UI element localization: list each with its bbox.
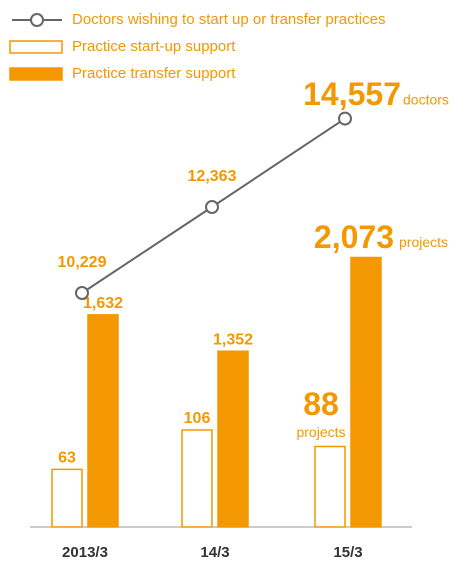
unit-label: doctors xyxy=(403,91,449,107)
value-label: 12,363 xyxy=(188,168,237,185)
line-marker xyxy=(205,199,219,214)
value-label: 88 xyxy=(303,386,339,422)
value-label: 10,229 xyxy=(58,254,107,271)
legend-label: Doctors wishing to start up or transfer … xyxy=(72,11,385,28)
unit-label: projects xyxy=(399,234,448,250)
legend-label: Practice transfer support xyxy=(72,65,236,82)
bar xyxy=(87,314,119,528)
x-tick-label: 14/3 xyxy=(200,544,229,561)
value-label: 1,352 xyxy=(213,331,253,348)
line-marker xyxy=(75,286,89,300)
bar xyxy=(350,256,382,528)
bar xyxy=(314,445,346,528)
legend-swatch xyxy=(9,67,63,81)
legend-swatch xyxy=(9,40,63,54)
value-label: 2,073 xyxy=(314,219,394,255)
bar xyxy=(51,468,83,528)
value-label: 63 xyxy=(58,450,76,467)
x-tick-label: 15/3 xyxy=(333,544,362,561)
legend-marker xyxy=(30,13,44,27)
unit-label: projects xyxy=(296,424,345,440)
value-label: 1,632 xyxy=(83,295,123,312)
bar xyxy=(181,429,213,528)
legend-label: Practice start-up support xyxy=(72,38,236,55)
line-marker xyxy=(338,111,352,126)
x-tick-label: 2013/3 xyxy=(62,544,108,561)
value-label: 106 xyxy=(184,410,211,427)
value-label: 14,557 xyxy=(303,76,401,112)
bar xyxy=(217,350,249,528)
